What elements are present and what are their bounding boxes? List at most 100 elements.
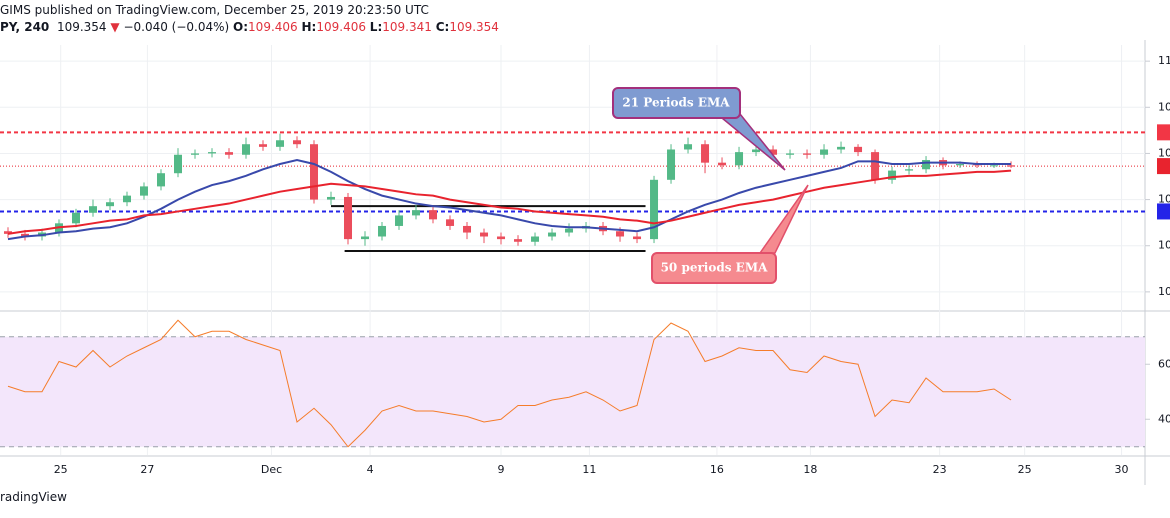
x-tick-label: 4 [367,463,374,476]
candle-body [293,140,302,145]
ema-line [7,169,1012,235]
callout-box [651,252,777,284]
x-tick-label: 30 [1115,463,1129,476]
candle-body [395,215,404,226]
y-tick-label: 60 [1158,357,1170,370]
candle-body [820,149,829,155]
candle-body [565,228,574,233]
candle-body [633,236,642,240]
candle-body [956,163,965,166]
candle-body [769,149,778,155]
candle-body [276,140,285,147]
symbol: PY, 240 [0,20,50,34]
candle-body [548,232,557,237]
y-tick-label: 110.15 [1158,54,1170,67]
candle-body [344,196,353,240]
callout-pointer [720,113,786,171]
candle-body [803,153,812,155]
candle-body [412,210,421,216]
y-tick-label: 108.4 [1158,285,1170,298]
candle-body [531,236,540,242]
callout-pointer [758,184,809,254]
footer: radingView [0,490,67,504]
symbol-line: PY, 240 109.354 ▼ −0.040 (−0.04%) O: 109.… [0,19,499,36]
candle-body [837,146,846,150]
candle-body [3,231,12,234]
candle-body [378,225,387,237]
candle-body [191,153,199,155]
ohlc-label: O: [233,20,249,34]
candle-body [225,152,234,155]
ohlc: O:109.406 H:109.406 L:109.341 C:109.354 [233,20,499,34]
x-tick-label: 11 [582,463,596,476]
ohlc-value: 109.354 [449,20,499,34]
candle-body [667,149,676,180]
candle-body [446,219,455,226]
candle-body [429,210,438,220]
ohlc-value: 109.341 [382,20,432,34]
candle-body [208,152,217,154]
candle-body [871,152,880,180]
level-price-tag [1157,124,1170,141]
candle-body [310,144,319,200]
candle-body [514,239,523,242]
x-tick-label: Dec [261,463,282,476]
y-tick-label: 109.1 [1158,193,1170,206]
ohlc-label: C: [435,20,450,34]
x-tick-label: 9 [498,463,505,476]
candle-body [684,144,693,150]
y-tick-label: 109.8 [1158,100,1170,113]
candle-body [173,154,182,174]
candle-body [922,160,931,170]
y-tick-label: 40 [1158,412,1170,425]
candle-body [88,206,97,213]
x-tick-label: 25 [54,463,68,476]
last-price: 109.354 [56,20,107,34]
callout-text: 50 periods EMA [661,261,769,275]
candle-body [242,144,251,155]
candle-body [616,231,625,237]
ohlc-label: L: [369,20,383,34]
candle-body [71,212,80,224]
candle-body [156,173,165,187]
y-tick-label: 109.45 [1158,146,1170,159]
candle-body [139,186,148,196]
change-arrow: ▼ [110,20,120,34]
x-tick-label: 27 [140,463,154,476]
candle-body [786,153,795,155]
candle-body [854,146,863,153]
header: GIMS published on TradingView.com, Decem… [0,2,499,36]
candle-body [718,162,727,166]
ohlc-value: 109.406 [316,20,366,34]
candle-body [905,169,914,171]
candle-body [735,152,744,166]
candle-body [105,202,114,207]
change: −0.040 (−0.04%) [123,20,230,34]
last-price-tag [1157,158,1170,175]
candle-body [20,233,29,237]
candle-body [361,236,370,240]
candle-body [990,165,999,167]
candle-body [1007,165,1016,167]
publish-line: GIMS published on TradingView.com, Decem… [0,3,429,17]
candle-body [259,144,268,147]
x-tick-label: 16 [710,463,724,476]
y-tick-label: 108.75 [1158,239,1170,252]
candle-body [752,149,761,153]
candle-body [888,170,897,180]
candle-body [497,236,506,240]
x-tick-label: 25 [1018,463,1032,476]
candle-body [327,196,336,200]
level-price-tag [1157,203,1170,220]
callout-text: 21 Periods EMA [622,96,730,110]
candle-body [701,144,710,163]
candle-body [463,225,472,233]
callout-box [612,87,741,119]
candle-body [480,232,489,237]
ohlc-label: H: [301,20,317,34]
rsi-line [7,319,1012,448]
x-tick-label: 23 [933,463,947,476]
x-tick-label: 18 [803,463,817,476]
